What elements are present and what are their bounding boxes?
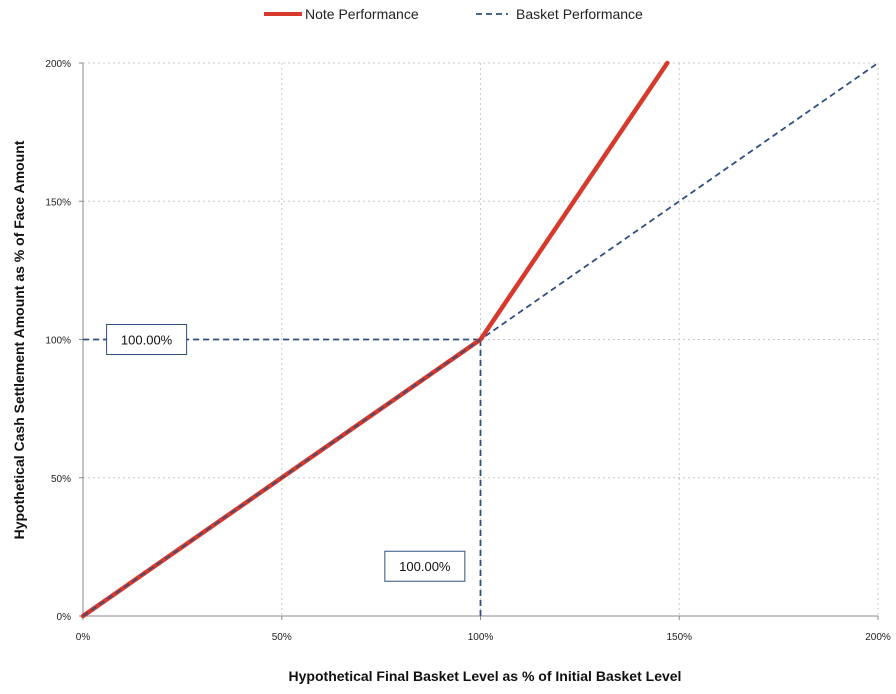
x-tick-label: 150% <box>666 632 692 643</box>
legend-label-basket-performance: Basket Performance <box>516 6 643 22</box>
y-axis-title: Hypothetical Cash Settlement Amount as %… <box>11 140 27 539</box>
annotation-box <box>384 550 466 582</box>
legend: Note Performance Basket Performance <box>264 6 643 22</box>
series-layer <box>80 60 879 619</box>
y-tick-label: 50% <box>51 474 71 485</box>
y-tick-label: 200% <box>45 59 71 70</box>
annotation-label: 100.00% <box>399 559 451 574</box>
annotation-label: 100.00% <box>121 333 173 348</box>
series-overlay-basket-performance <box>82 338 481 617</box>
annotations-layer: 100.00% 100.00% <box>106 324 466 582</box>
legend-label-note-performance: Note Performance <box>305 6 419 22</box>
reference-lines-layer <box>83 338 482 616</box>
tick-labels-layer: 0% 50% 100% 150% 200% 0% 50% 100% 150% 200% <box>45 59 890 643</box>
x-tick-label: 50% <box>272 632 292 643</box>
x-tick-label: 200% <box>865 632 891 643</box>
y-tick-label: 0% <box>57 612 72 623</box>
x-tick-label: 100% <box>468 632 494 643</box>
y-tick-label: 100% <box>45 336 71 347</box>
x-tick-label: 0% <box>76 632 91 643</box>
x-axis-title: Hypothetical Final Basket Level as % of … <box>289 668 682 684</box>
annotation-box <box>106 324 188 355</box>
y-tick-label: 150% <box>45 197 71 208</box>
